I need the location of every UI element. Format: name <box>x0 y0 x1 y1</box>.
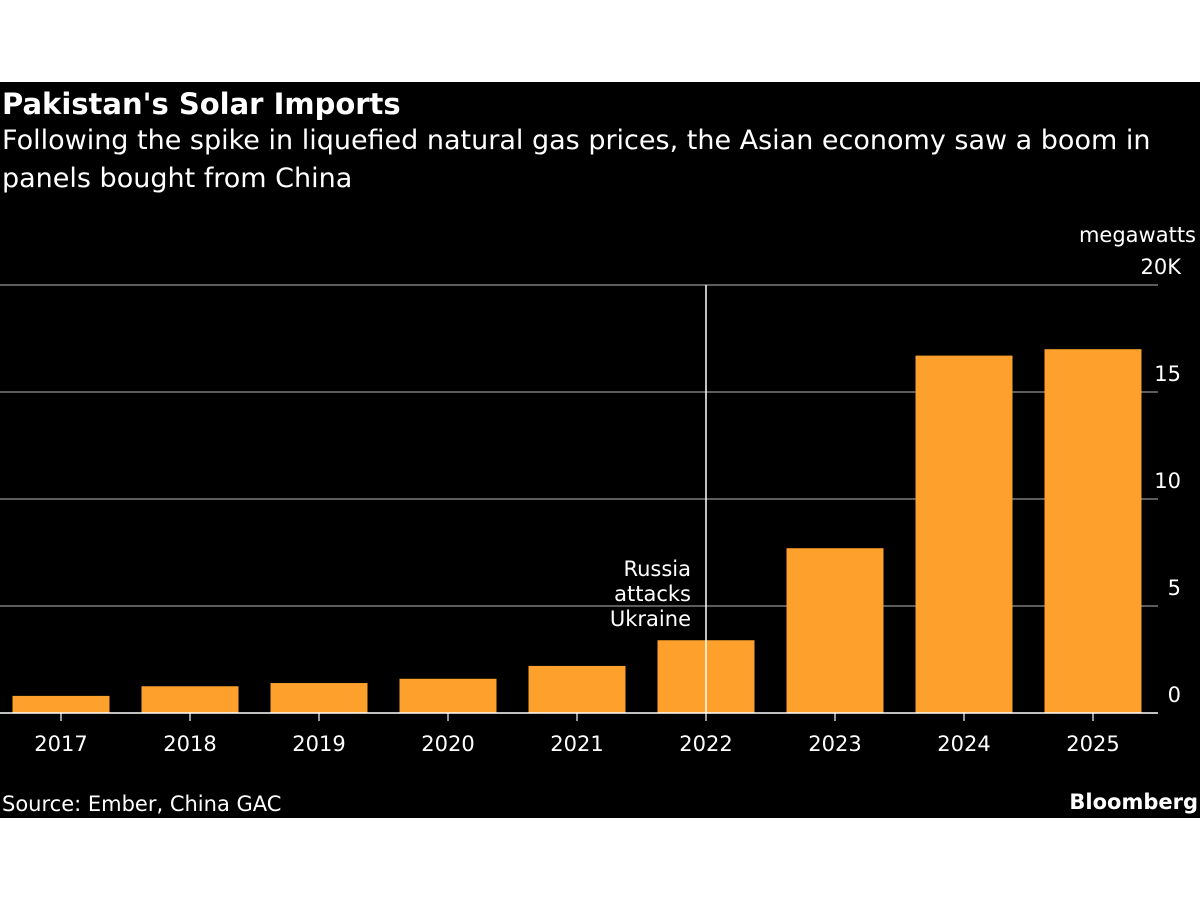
x-tick-label: 2022 <box>679 732 732 756</box>
x-tick-label: 2024 <box>937 732 990 756</box>
x-tick-label: 2025 <box>1066 732 1119 756</box>
bar-2023 <box>786 548 884 713</box>
bar-2025 <box>1044 349 1142 713</box>
x-tick-label: 2023 <box>808 732 861 756</box>
x-tick-label: 2018 <box>163 732 216 756</box>
source-note: Source: Ember, China GAC <box>2 792 282 816</box>
chart-panel: Pakistan's Solar Imports Following the s… <box>0 82 1200 818</box>
bar-2021 <box>528 665 626 713</box>
y-tick-label: 10 <box>1154 469 1181 493</box>
x-tick-label: 2017 <box>34 732 87 756</box>
bar-chart: 0 5 10 15 20K megawatts 2017 2018 2019 2020 2021 20… <box>0 223 1196 756</box>
y-unit-label: megawatts <box>1079 223 1196 247</box>
annotation-text: Russia <box>623 557 691 581</box>
y-tick-label: 5 <box>1168 576 1181 600</box>
y-tick-label: 15 <box>1154 362 1181 386</box>
x-tick-label: 2020 <box>421 732 474 756</box>
bar-2024 <box>915 355 1013 713</box>
chart-subtitle: Following the spike in liquefied natural… <box>2 125 1151 194</box>
x-tick-label: 2021 <box>550 732 603 756</box>
bloomberg-logo: Bloomberg <box>1069 790 1198 814</box>
x-tick-label: 2019 <box>292 732 345 756</box>
bar-2017 <box>12 695 110 713</box>
y-tick-label: 20K <box>1141 255 1183 279</box>
bar-2019 <box>270 683 368 713</box>
bar-2018 <box>141 686 239 713</box>
y-tick-label: 0 <box>1168 683 1181 707</box>
bar-2020 <box>399 678 497 713</box>
annotation-text: attacks <box>614 582 691 606</box>
annotation-text: Ukraine <box>610 607 691 631</box>
chart-title: Pakistan's Solar Imports <box>2 87 401 121</box>
